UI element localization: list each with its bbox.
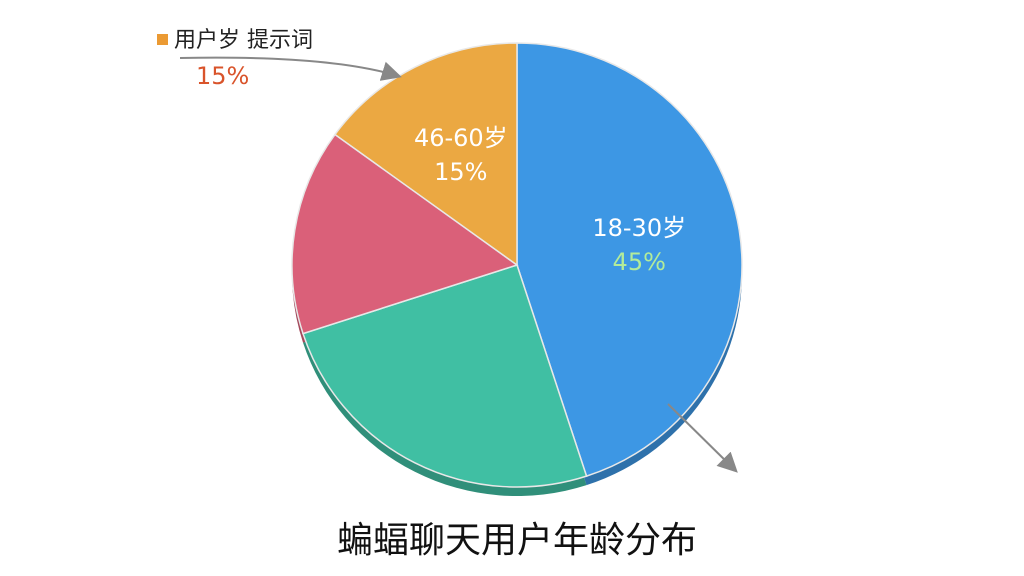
slice-label: 46-60岁 [414,124,508,152]
legend-swatch [157,34,168,45]
pie-slice [516,42,743,478]
slice-value: 45% [613,248,666,276]
slice-value: 15% [434,158,487,186]
pie [291,42,743,488]
arrow [179,56,402,81]
pie-slice [291,133,519,335]
pie-slice [302,264,588,488]
slice-label: 18-30岁 [592,214,686,242]
pie-slice [333,42,518,267]
legend-value: 15% [196,62,249,90]
legend-label: 用户岁 提示词 [174,28,313,53]
chart-title: 蝙蝠聊天用户年龄分布 [337,520,697,561]
arrow [667,403,738,473]
